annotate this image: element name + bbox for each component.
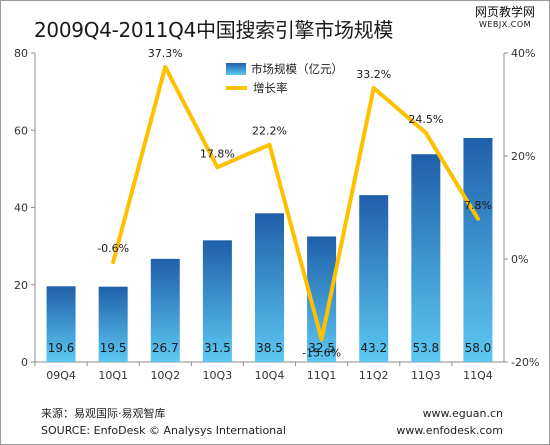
line-labels: -0.6% 37.3% 17.8% 22.2% -15.6% 33.2% 24.5% 7.8%	[97, 47, 492, 359]
footer-urls: www.eguan.cn www.enfodesk.com	[396, 405, 503, 439]
bar-value-label: 19.6	[48, 341, 75, 355]
legend-bar-swatch	[226, 63, 246, 75]
watermark-cn: 网页教学网	[474, 5, 535, 19]
growth-rate-label: 7.8%	[464, 199, 492, 212]
bar	[46, 286, 76, 362]
legend-bar-label: 市场规模（亿元）	[251, 62, 343, 76]
growth-rate-label: -15.6%	[302, 346, 341, 359]
bar-value-label: 43.2	[360, 341, 387, 355]
y-left-tick-label: 60	[14, 124, 28, 137]
bar-value-label: 32.5	[308, 341, 335, 355]
growth-rate-label: 24.5%	[408, 113, 443, 126]
watermark: 网页教学网 WEBJX.COM	[463, 5, 547, 30]
bar-value-label: 26.7	[152, 341, 179, 355]
bar-value-label: 19.5	[100, 341, 127, 355]
bar-value-label: 58.0	[465, 341, 492, 355]
watermark-en: WEBJX.COM	[478, 20, 532, 29]
axes: 0 20 40 60 80 -20% 0% 20% 40% 09Q4 10Q1 10Q2 10Q3 10Q…	[14, 47, 539, 382]
growth-rate-line	[111, 64, 480, 342]
y-left-tick-label: 0	[21, 356, 28, 369]
x-tick-label: 11Q4	[463, 369, 493, 382]
bar	[150, 258, 180, 362]
x-tick-label: 10Q4	[255, 369, 285, 382]
y-left-tick-label: 20	[14, 279, 28, 292]
line-series	[111, 64, 480, 342]
bar	[202, 240, 232, 362]
y-right-tick-label: 40%	[511, 47, 535, 60]
source-cn: 来源：易观国际·易观智库	[41, 407, 166, 420]
x-tick-label: 10Q3	[203, 369, 233, 382]
bar	[463, 137, 493, 362]
legend: 市场规模（亿元） 增长率	[226, 62, 343, 95]
growth-rate-label: 37.3%	[148, 47, 183, 60]
url-enfodesk: www.enfodesk.com	[396, 424, 503, 437]
bar-labels: 19.6 19.5 26.7 31.5 38.5 32.5 43.2 53.8 58.0	[48, 341, 492, 355]
growth-rate-label: 17.8%	[200, 147, 235, 160]
x-tick-label: 11Q2	[359, 369, 389, 382]
bar	[255, 213, 284, 362]
bar-value-label: 53.8	[412, 341, 439, 355]
x-tick-label: 09Q4	[46, 369, 76, 382]
x-tick-label: 10Q2	[150, 369, 180, 382]
y-left-tick-label: 80	[14, 47, 28, 60]
y-right-tick-label: 0%	[511, 253, 528, 266]
legend-line-label: 增长率	[253, 81, 288, 95]
url-eguan: www.eguan.cn	[422, 407, 503, 420]
x-tick-label: 10Q1	[98, 369, 128, 382]
source-en: SOURCE: EnfoDesk © Analysys Internationa…	[41, 424, 286, 437]
y-left-tick-label: 40	[14, 202, 28, 215]
chart-title: 2009Q4-2011Q4中国搜索引擎市场规模	[34, 18, 394, 42]
x-tick-label: 11Q1	[307, 369, 337, 382]
y-right-tick-label: -20%	[511, 356, 539, 369]
growth-rate-label: 22.2%	[252, 125, 287, 138]
x-tick-label: 11Q3	[411, 369, 441, 382]
footer-source: 来源：易观国际·易观智库 SOURCE: EnfoDesk © Analysys…	[41, 405, 286, 439]
y-right-tick-label: 20%	[511, 150, 535, 163]
chart-svg: 0 20 40 60 80 -20% 0% 20% 40% 09Q4 10Q1 10Q2 10Q3 10Q…	[14, 47, 539, 382]
growth-rate-label: -0.6%	[97, 242, 129, 255]
bar	[359, 195, 389, 362]
bar	[411, 154, 441, 362]
growth-rate-label: 33.2%	[356, 68, 391, 81]
bar	[98, 286, 128, 362]
bar-value-label: 31.5	[204, 341, 231, 355]
bar-value-label: 38.5	[256, 341, 283, 355]
